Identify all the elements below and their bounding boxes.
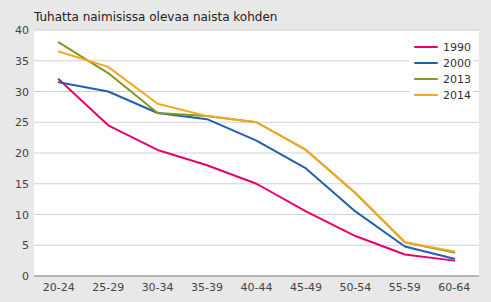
y-tick-label: 0 — [22, 270, 29, 283]
lines — [59, 42, 455, 260]
y-tick-label: 25 — [15, 116, 29, 129]
y-tick-label: 10 — [15, 209, 29, 222]
legend-label: 1990 — [443, 41, 471, 54]
title: Tuhatta naimisissa olevaa naista kohden — [33, 10, 277, 24]
x-axis-line — [34, 276, 479, 277]
x-tick-label: 60-64 — [438, 281, 470, 294]
y-axis: 0 5 10 15 20 25 30 35 40 — [15, 24, 479, 283]
grid-line — [34, 30, 479, 31]
y-tick-label: 30 — [15, 86, 29, 99]
x-tick-label: 50-54 — [339, 281, 371, 294]
y-tick-label: 20 — [15, 147, 29, 160]
legend-label: 2013 — [443, 73, 471, 86]
x-tick-label: 30-34 — [142, 281, 174, 294]
legend-swatch — [415, 62, 437, 64]
legend-label: 2000 — [443, 57, 471, 70]
legend-label: 2014 — [443, 89, 471, 102]
grid-line — [34, 214, 479, 215]
series-line — [59, 42, 455, 252]
y-tick-label: 15 — [15, 178, 29, 191]
legend-swatch — [415, 46, 437, 48]
x-tick-label: 20-24 — [43, 281, 75, 294]
x-tick-label: 25-29 — [92, 281, 124, 294]
grid-line — [34, 276, 479, 277]
background — [0, 0, 491, 302]
x-tick-label: 40-44 — [241, 281, 273, 294]
plot-area — [34, 30, 479, 276]
y-tick-label: 5 — [22, 239, 29, 252]
grid-line — [34, 153, 479, 154]
x-tick-label: 55-59 — [389, 281, 421, 294]
legend-box — [409, 36, 473, 106]
legend-swatch — [415, 94, 437, 96]
y-tick-label: 40 — [15, 24, 29, 37]
x-axis: 20-24 25-29 30-34 35-39 40-44 45-49 50-54 55-59… — [34, 276, 479, 294]
grid-line — [34, 245, 479, 246]
legend-swatch — [415, 78, 437, 80]
y-tick-label: 35 — [15, 55, 29, 68]
legend: 1990 2000 2013 2014 — [409, 36, 473, 106]
chart: 0 5 10 15 20 25 30 35 40 20-24 25-29 30-34 35-39 40-4… — [0, 0, 491, 302]
series-line — [59, 52, 455, 252]
x-tick-label: 35-39 — [191, 281, 223, 294]
x-tick-label: 45-49 — [290, 281, 322, 294]
chart-container: 0 5 10 15 20 25 30 35 40 20-24 25-29 30-34 35-39 40-4… — [0, 0, 491, 302]
